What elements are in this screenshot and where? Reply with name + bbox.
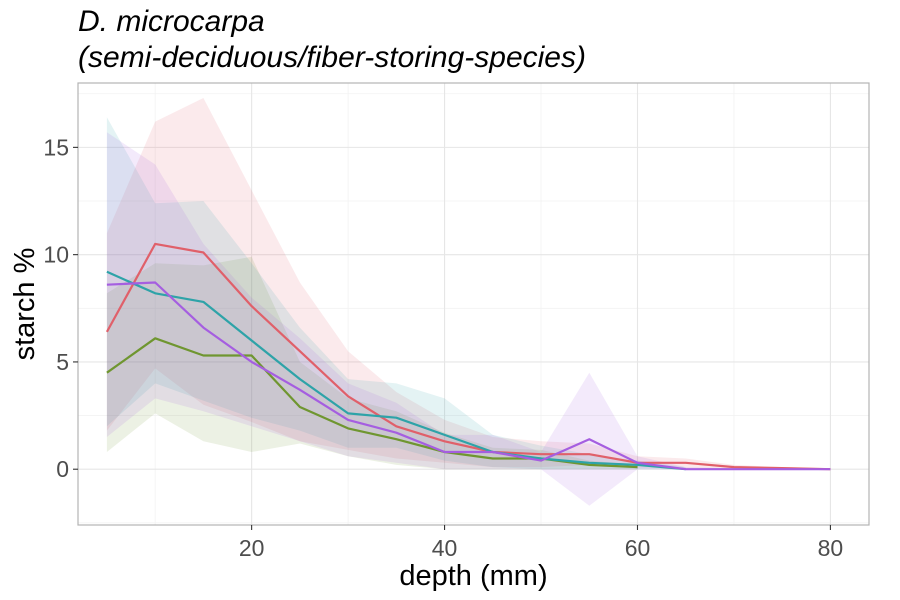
grid-major — [78, 83, 869, 525]
y-tick-label: 0 — [56, 456, 69, 482]
series-line-1 — [105, 242, 831, 471]
series-ribbon-4 — [106, 132, 831, 506]
series-line-3 — [106, 270, 686, 471]
chart-title-species: D. microcarpa — [78, 5, 265, 38]
x-tick-label: 40 — [432, 535, 458, 561]
y-axis-title: starch % — [9, 248, 41, 361]
series-ribbon-1 — [106, 98, 831, 470]
x-tick-label: 20 — [239, 535, 265, 561]
series-ribbon-2 — [106, 256, 638, 470]
series-lines — [105, 242, 831, 471]
plot-panel-border — [77, 82, 870, 526]
chart-title: D. microcarpa (semi-deciduous/fiber-stor… — [78, 4, 586, 76]
chart-subtitle: (semi-deciduous/fiber-storing-species) — [78, 41, 586, 74]
x-tick-label: 60 — [625, 535, 651, 561]
y-tick-label: 15 — [43, 134, 69, 160]
x-axis-ticks: 20 40 60 80 — [239, 525, 843, 561]
grid-minor — [78, 83, 869, 525]
y-tick-label: 10 — [43, 242, 69, 268]
series-line-4 — [106, 281, 831, 471]
x-axis-title: depth (mm) — [399, 560, 547, 592]
y-axis-ticks: 0 5 10 15 — [43, 134, 78, 482]
confidence-ribbons — [106, 98, 831, 506]
x-tick-label: 80 — [818, 535, 844, 561]
series-ribbon-3 — [106, 117, 686, 470]
y-tick-label: 5 — [56, 349, 69, 375]
